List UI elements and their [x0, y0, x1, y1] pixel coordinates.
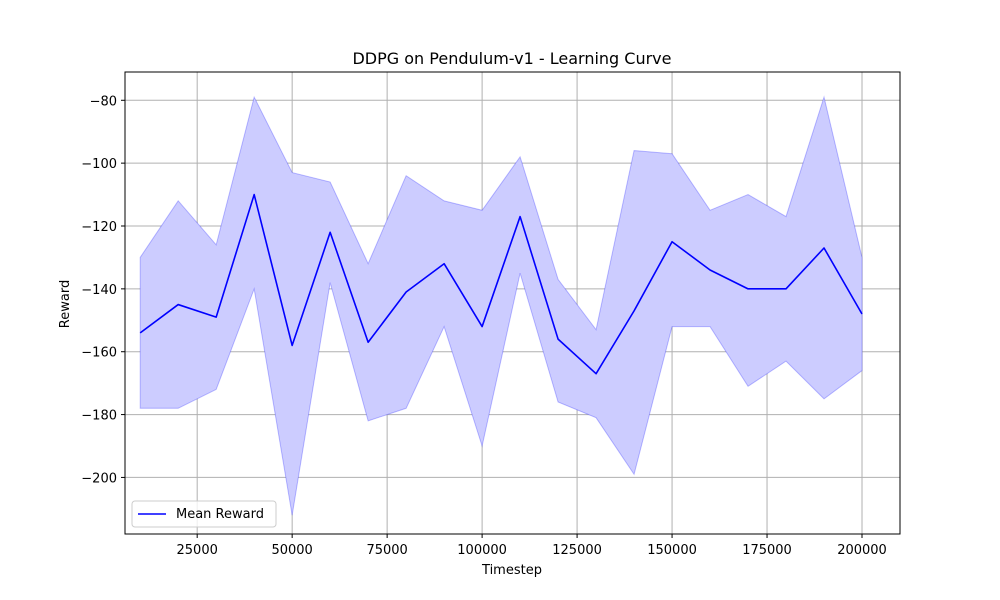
x-tick-label: 175000: [742, 543, 792, 558]
y-tick-label: −180: [81, 409, 117, 424]
x-tick-label: 75000: [366, 543, 407, 558]
y-tick-label: −80: [90, 94, 117, 109]
x-tick-label: 50000: [271, 543, 312, 558]
x-axis-label: Timestep: [481, 563, 542, 578]
legend-box: [131, 500, 277, 528]
mean-reward-line: [139, 193, 863, 375]
legend-label-mean-reward: Mean Reward: [176, 507, 264, 522]
band-layer: [139, 95, 863, 516]
y-axis-label: Reward: [58, 280, 73, 328]
x-axis-ticks: 25000 50000 75000 100000 125000 150000 175000 2…: [177, 534, 887, 558]
x-tick-label: 125000: [552, 543, 602, 558]
x-tick-label: 200000: [837, 543, 887, 558]
legend: Mean Reward: [131, 500, 277, 528]
x-tick-label: 25000: [177, 543, 218, 558]
y-axis-ticks: −80 −100 −120 −140 −160 −180 −200: [81, 94, 125, 486]
y-tick-label: −100: [81, 157, 117, 172]
y-tick-label: −200: [81, 471, 117, 486]
chart-title: DDPG on Pendulum-v1 - Learning Curve: [352, 49, 671, 68]
y-tick-label: −120: [81, 220, 117, 235]
y-tick-label: −160: [81, 346, 117, 361]
x-tick-label: 150000: [647, 543, 697, 558]
std-band: [139, 95, 863, 516]
line-layer: [139, 193, 863, 375]
plot-frame: [124, 71, 901, 535]
y-tick-label: −140: [81, 283, 117, 298]
x-tick-label: 100000: [457, 543, 507, 558]
